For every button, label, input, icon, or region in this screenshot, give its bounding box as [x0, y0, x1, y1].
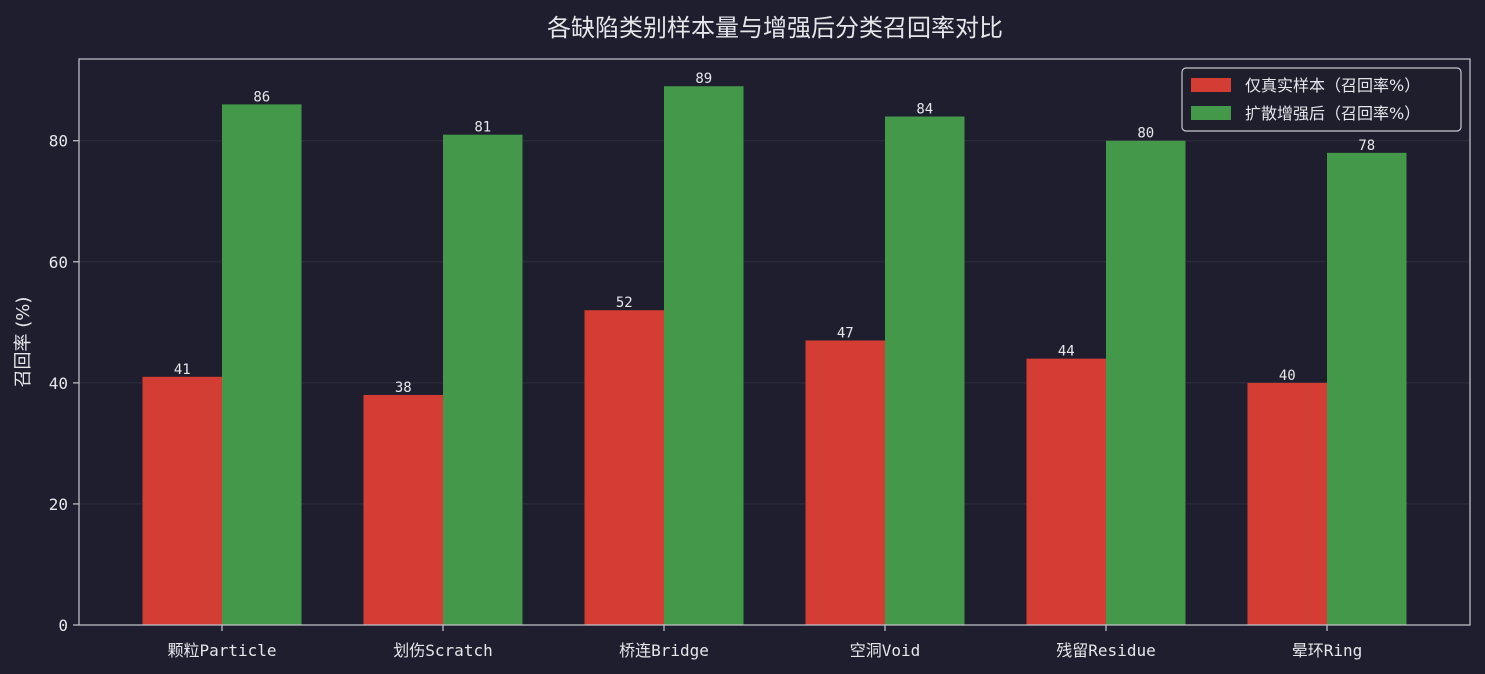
- x-tick-label: 划伤Scratch: [393, 641, 492, 660]
- legend-entry: 扩散增强后（召回率%）: [1245, 104, 1420, 123]
- y-tick-label: 40: [49, 374, 68, 393]
- bar-augmented: [664, 86, 744, 625]
- bar-value-label: 78: [1358, 138, 1375, 154]
- legend-swatch: [1191, 78, 1231, 92]
- bar-value-label: 47: [837, 325, 854, 341]
- bar-value-label: 41: [174, 362, 191, 378]
- plot-frame: [78, 58, 1471, 626]
- bar-real: [584, 310, 664, 625]
- x-tick-label: 桥连Bridge: [619, 641, 709, 660]
- bar-value-label: 40: [1279, 368, 1296, 384]
- bar-real: [1247, 382, 1327, 625]
- y-axis-label: 召回率 (%): [13, 297, 34, 388]
- bars: [142, 86, 1407, 626]
- bar-value-label: 89: [695, 71, 712, 87]
- bar-labels: 41 86 38 81 52 89 47 84 44 80 40 78: [174, 71, 1375, 396]
- bar-augmented: [885, 116, 965, 625]
- x-tick-label: 颗粒Particle: [167, 641, 276, 660]
- x-tick-label: 晕环Ring: [1292, 641, 1363, 660]
- y-tick-label: 0: [58, 616, 68, 635]
- bar-value-label: 86: [253, 89, 270, 105]
- bar-augmented: [222, 104, 302, 626]
- y-axis: 0 20 40 60 80: [49, 132, 79, 635]
- legend: 仅真实样本（召回率%） 扩散增强后（召回率%）: [1181, 67, 1462, 132]
- bar-value-label: 52: [616, 295, 633, 311]
- legend-swatch: [1191, 106, 1231, 120]
- grid-lines: [79, 140, 1470, 505]
- x-axis: 颗粒Particle 划伤Scratch 桥连Bridge 空洞Void 残留Resid…: [167, 625, 1362, 660]
- bar-value-label: 81: [474, 120, 491, 136]
- chart-title: 各缺陷类别样本量与增强后分类召回率对比: [547, 14, 1003, 42]
- x-tick-label: 空洞Void: [850, 641, 921, 660]
- legend-entry: 仅真实样本（召回率%）: [1245, 76, 1420, 95]
- y-tick-label: 80: [49, 132, 68, 151]
- bar-value-label: 80: [1137, 126, 1154, 142]
- bar-value-label: 38: [395, 380, 412, 396]
- bar-value-label: 84: [916, 102, 933, 118]
- bar-real: [805, 340, 885, 625]
- bar-real: [1026, 358, 1106, 625]
- legend-box: [1181, 67, 1462, 132]
- bar-value-label: 44: [1058, 344, 1075, 360]
- y-tick-label: 20: [49, 495, 68, 514]
- bar-real: [142, 376, 222, 625]
- y-tick-label: 60: [49, 253, 68, 272]
- bar-augmented: [1106, 140, 1186, 625]
- x-tick-label: 残留Residue: [1056, 641, 1155, 660]
- bar-augmented: [443, 134, 523, 625]
- bar-augmented: [1327, 152, 1407, 626]
- bar-real: [363, 394, 443, 625]
